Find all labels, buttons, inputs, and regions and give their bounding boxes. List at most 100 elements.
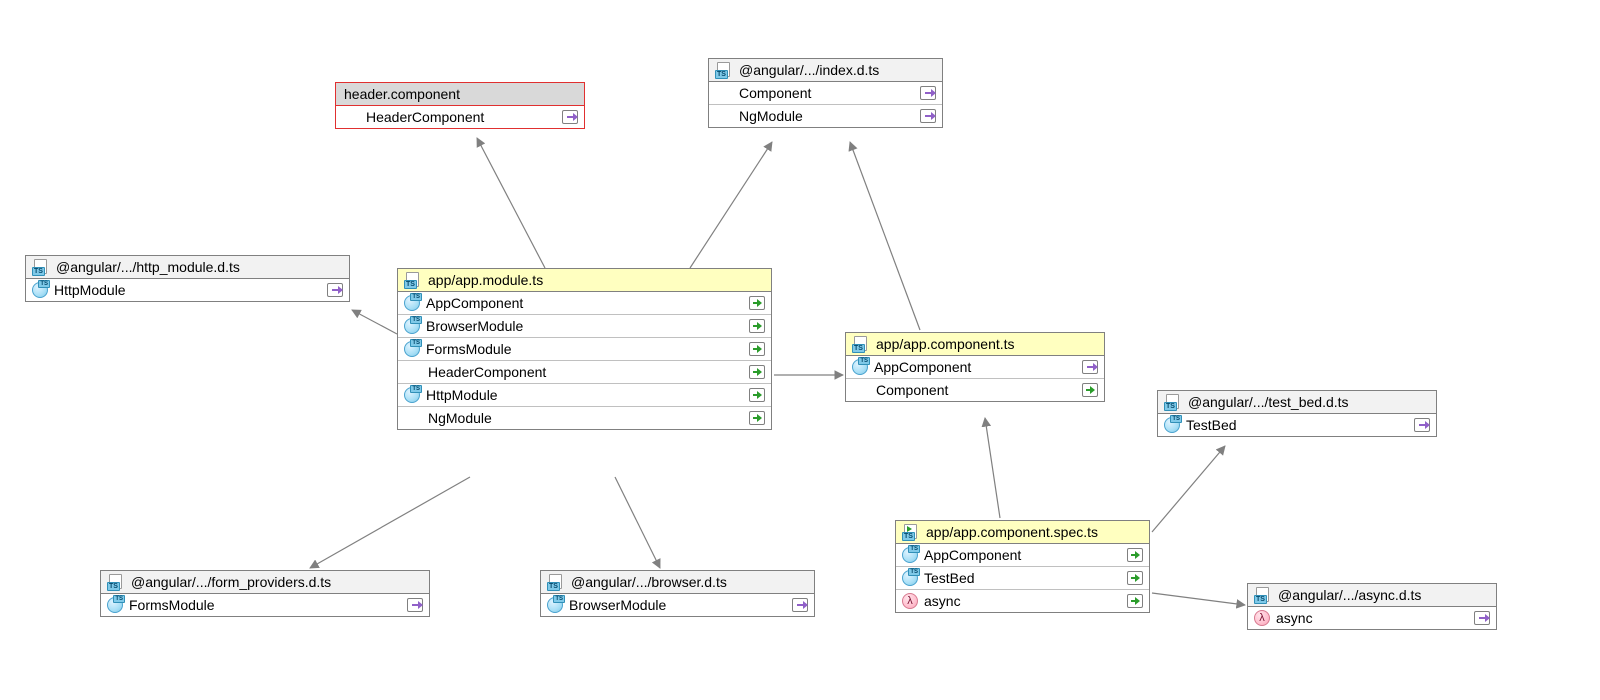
node-title-label: @angular/.../index.d.ts xyxy=(739,62,879,78)
edge xyxy=(985,418,1000,518)
member-row[interactable]: FormsModule xyxy=(398,338,771,361)
edge xyxy=(310,477,470,568)
lambda-icon xyxy=(902,593,918,609)
lambda-icon xyxy=(1254,610,1270,626)
member-label: HeaderComponent xyxy=(428,364,546,380)
node-title[interactable]: app/app.component.ts xyxy=(846,333,1104,356)
member-row[interactable]: async xyxy=(1248,607,1496,629)
member-row[interactable]: AppComponent xyxy=(846,356,1104,379)
node-title[interactable]: app/app.component.spec.ts xyxy=(896,521,1149,544)
node-test_bed[interactable]: @angular/.../test_bed.d.ts TestBed xyxy=(1157,390,1437,437)
member-row[interactable]: NgModule xyxy=(709,105,942,127)
member-row[interactable]: TestBed xyxy=(1158,414,1436,436)
node-angular_index[interactable]: @angular/.../index.d.ts Component NgModule xyxy=(708,58,943,128)
import-icon xyxy=(749,342,765,356)
node-browser[interactable]: @angular/.../browser.d.ts BrowserModule xyxy=(540,570,815,617)
ts-file-icon xyxy=(852,336,870,352)
member-row[interactable]: HttpModule xyxy=(26,279,349,301)
node-async[interactable]: @angular/.../async.d.ts async xyxy=(1247,583,1497,630)
member-label: TestBed xyxy=(924,570,975,586)
import-icon xyxy=(1082,383,1098,397)
class-icon xyxy=(547,597,563,613)
import-icon xyxy=(1127,548,1143,562)
node-title-label: @angular/.../async.d.ts xyxy=(1278,587,1421,603)
member-label: async xyxy=(924,593,961,609)
node-title[interactable]: @angular/.../test_bed.d.ts xyxy=(1158,391,1436,414)
import-icon xyxy=(749,319,765,333)
node-title-label: @angular/.../test_bed.d.ts xyxy=(1188,394,1349,410)
node-app_module[interactable]: app/app.module.ts AppComponent BrowserModu… xyxy=(397,268,772,430)
class-icon xyxy=(107,597,123,613)
export-icon xyxy=(1414,418,1430,432)
node-title[interactable]: @angular/.../form_providers.d.ts xyxy=(101,571,429,594)
export-icon xyxy=(920,86,936,100)
node-title[interactable]: @angular/.../index.d.ts xyxy=(709,59,942,82)
export-icon xyxy=(1474,611,1490,625)
member-row[interactable]: async xyxy=(896,590,1149,612)
member-label: async xyxy=(1276,610,1313,626)
node-title-label: @angular/.../form_providers.d.ts xyxy=(131,574,331,590)
edge xyxy=(615,477,660,568)
ts-file-icon xyxy=(1164,394,1182,410)
member-row[interactable]: Component xyxy=(846,379,1104,401)
node-title[interactable]: @angular/.../http_module.d.ts xyxy=(26,256,349,279)
member-row[interactable]: BrowserModule xyxy=(398,315,771,338)
class-icon xyxy=(32,282,48,298)
member-row[interactable]: BrowserModule xyxy=(541,594,814,616)
class-icon xyxy=(902,570,918,586)
import-icon xyxy=(749,365,765,379)
node-form_providers[interactable]: @angular/.../form_providers.d.ts FormsMod… xyxy=(100,570,430,617)
member-label: AppComponent xyxy=(426,295,523,311)
member-label: FormsModule xyxy=(426,341,512,357)
node-title-label: header.component xyxy=(344,86,460,102)
member-row[interactable]: HeaderComponent xyxy=(336,106,584,128)
export-icon xyxy=(407,598,423,612)
spacer-icon xyxy=(852,382,870,398)
member-label: AppComponent xyxy=(874,359,971,375)
member-row[interactable]: FormsModule xyxy=(101,594,429,616)
ts-run-file-icon xyxy=(902,524,920,540)
import-icon xyxy=(749,411,765,425)
edge xyxy=(1152,593,1245,605)
ts-file-icon xyxy=(32,259,50,275)
import-icon xyxy=(749,388,765,402)
node-title-label: app/app.component.ts xyxy=(876,336,1015,352)
ts-file-icon xyxy=(1254,587,1272,603)
member-row[interactable]: HeaderComponent xyxy=(398,361,771,384)
member-row[interactable]: HttpModule xyxy=(398,384,771,407)
node-app_component_spec[interactable]: app/app.component.spec.tsAppComponent Tes… xyxy=(895,520,1150,613)
class-icon xyxy=(902,547,918,563)
spacer-icon xyxy=(715,108,733,124)
member-label: NgModule xyxy=(739,108,803,124)
member-row[interactable]: Component xyxy=(709,82,942,105)
export-icon xyxy=(562,110,578,124)
node-title[interactable]: @angular/.../async.d.ts xyxy=(1248,584,1496,607)
node-header_component[interactable]: header.component HeaderComponent xyxy=(335,82,585,129)
edge xyxy=(477,138,545,268)
member-label: HeaderComponent xyxy=(366,109,484,125)
ts-file-icon xyxy=(547,574,565,590)
node-title[interactable]: header.component xyxy=(336,83,584,106)
member-label: BrowserModule xyxy=(426,318,523,334)
node-title[interactable]: app/app.module.ts xyxy=(398,269,771,292)
class-icon xyxy=(404,387,420,403)
spacer-icon xyxy=(404,364,422,380)
member-label: BrowserModule xyxy=(569,597,666,613)
member-label: FormsModule xyxy=(129,597,215,613)
member-label: NgModule xyxy=(428,410,492,426)
export-icon xyxy=(1082,360,1098,374)
member-row[interactable]: NgModule xyxy=(398,407,771,429)
member-row[interactable]: AppComponent xyxy=(896,544,1149,567)
node-app_component[interactable]: app/app.component.ts AppComponent Componen… xyxy=(845,332,1105,402)
member-label: HttpModule xyxy=(54,282,126,298)
class-icon xyxy=(1164,417,1180,433)
member-row[interactable]: TestBed xyxy=(896,567,1149,590)
import-icon xyxy=(1127,594,1143,608)
class-icon xyxy=(404,318,420,334)
export-icon xyxy=(327,283,343,297)
node-title[interactable]: @angular/.../browser.d.ts xyxy=(541,571,814,594)
import-icon xyxy=(1127,571,1143,585)
member-row[interactable]: AppComponent xyxy=(398,292,771,315)
node-title-label: app/app.module.ts xyxy=(428,272,543,288)
node-http_module[interactable]: @angular/.../http_module.d.ts HttpModule xyxy=(25,255,350,302)
